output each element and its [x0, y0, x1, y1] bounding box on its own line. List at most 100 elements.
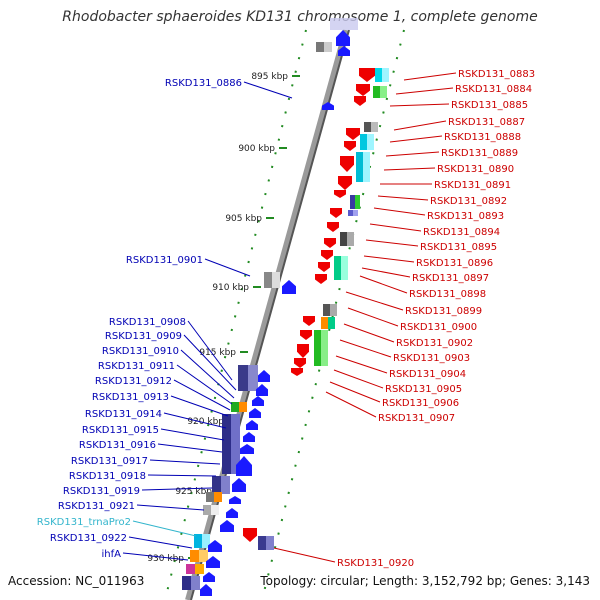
right-gene-label: RSKD131_0920: [337, 558, 414, 569]
reverse-gene-arrow: [327, 222, 339, 232]
right-gene-label: RSKD131_0900: [400, 322, 477, 333]
gene-block: [367, 134, 374, 150]
reverse-gene-arrow: [338, 176, 352, 190]
gene-block: [371, 122, 378, 132]
right-gene-label: RSKD131_0906: [382, 398, 459, 409]
left-gene-leader: [176, 364, 233, 405]
gene-block: [199, 550, 208, 562]
right-gene-label: RSKD131_0888: [444, 132, 521, 143]
right-gene-leader: [403, 72, 457, 81]
right-gene-leader: [339, 339, 392, 358]
right-gene-leader: [389, 135, 443, 143]
left-gene-label: RSKD131_0913: [92, 392, 169, 403]
gene-block: [341, 256, 348, 280]
left-gene-label: RSKD131_0914: [85, 409, 162, 420]
right-gene-leader: [347, 307, 399, 327]
left-gene-leader: [132, 520, 197, 537]
left-gene-leader: [180, 349, 235, 399]
left-gene-leader: [128, 536, 193, 549]
left-gene-leader: [149, 459, 221, 465]
forward-gene-arrow: [226, 508, 238, 518]
left-gene-leader: [163, 412, 227, 429]
left-gene-leader: [136, 504, 205, 511]
right-gene-label: RSKD131_0887: [448, 117, 525, 128]
reverse-gene-arrow: [318, 262, 330, 272]
right-gene-label: RSKD131_0903: [393, 353, 470, 364]
gene-block: [355, 195, 360, 209]
right-gene-leader: [385, 151, 440, 157]
forward-gene-arrow: [206, 556, 220, 568]
left-gene-label: RSKD131_0918: [69, 471, 146, 482]
right-gene-label: RSKD131_0896: [416, 258, 493, 269]
gene-block: [221, 476, 230, 494]
right-gene-label: RSKD131_0897: [412, 273, 489, 284]
right-gene-label: RSKD131_0884: [455, 84, 532, 95]
gene-block: [353, 210, 358, 216]
right-gene-label: RSKD131_0885: [451, 100, 528, 111]
gene-block: [248, 365, 258, 391]
reverse-gene-arrow: [324, 238, 336, 248]
reverse-gene-arrow: [315, 274, 327, 284]
reverse-gene-arrow: [243, 528, 257, 542]
right-gene-label: RSKD131_0899: [405, 306, 482, 317]
forward-gene-arrow: [236, 456, 252, 476]
right-gene-leader: [335, 355, 388, 374]
left-gene-leader: [243, 81, 293, 99]
right-gene-label: RSKD131_0883: [458, 69, 535, 80]
right-gene-label: RSKD131_0892: [430, 196, 507, 207]
forward-gene-arrow: [229, 496, 241, 504]
left-gene-label: RSKD131_0909: [105, 331, 182, 342]
forward-gene-arrow: [203, 572, 215, 582]
right-gene-leader: [365, 239, 419, 247]
right-gene-label: RSKD131_0894: [423, 227, 500, 238]
reverse-gene-arrow: [346, 128, 360, 140]
gene-block: [328, 317, 335, 329]
scale-label: 900 kbp: [238, 144, 275, 154]
forward-gene-arrow: [258, 370, 270, 382]
left-gene-label: RSKD131_0919: [63, 486, 140, 497]
gene-block: [382, 68, 389, 82]
left-gene-leader: [173, 379, 231, 411]
forward-gene-arrow: [338, 46, 350, 56]
left-gene-label: RSKD131_0916: [79, 440, 156, 451]
reverse-gene-arrow: [303, 316, 315, 326]
reverse-gene-arrow: [354, 96, 366, 106]
right-gene-label: RSKD131_0905: [385, 384, 462, 395]
right-gene-leader: [329, 381, 381, 403]
reverse-gene-arrow: [321, 250, 333, 260]
left-gene-leader: [157, 443, 223, 453]
left-gene-leader: [160, 428, 225, 441]
forward-gene-arrow: [220, 520, 234, 532]
left-gene-label: RSKD131_0908: [109, 317, 186, 328]
forward-gene-arrow: [240, 444, 254, 454]
left-gene-leader: [187, 320, 233, 381]
reverse-gene-arrow: [291, 368, 303, 376]
left-gene-label: RSKD131_0886: [165, 78, 242, 89]
scale-label: 895 kbp: [251, 72, 288, 82]
reverse-gene-arrow: [334, 190, 346, 198]
gene-block: [272, 272, 280, 288]
forward-gene-arrow: [282, 280, 296, 294]
left-gene-leader: [183, 334, 237, 391]
right-gene-label: RSKD131_0893: [427, 211, 504, 222]
forward-gene-arrow: [249, 408, 261, 418]
right-gene-leader: [377, 195, 429, 201]
right-gene-leader: [361, 267, 411, 278]
left-gene-label: RSKD131_0922: [50, 533, 127, 544]
gene-block: [231, 414, 240, 474]
scale-label: 920 kbp: [187, 417, 224, 427]
forward-gene-arrow: [322, 102, 334, 110]
reverse-gene-arrow: [340, 156, 354, 172]
forward-gene-arrow: [252, 396, 264, 406]
left-gene-label: RSKD131_0921: [58, 501, 135, 512]
gene-block: [266, 536, 274, 550]
reverse-gene-arrow: [297, 344, 309, 358]
right-gene-leader: [369, 223, 422, 232]
left-gene-label: RSKD131_trnaPro2: [37, 517, 131, 528]
right-gene-leader: [273, 547, 336, 563]
right-gene-leader: [383, 167, 436, 171]
left-gene-label: RSKD131_0915: [82, 425, 159, 436]
forward-gene-arrow: [256, 384, 268, 396]
